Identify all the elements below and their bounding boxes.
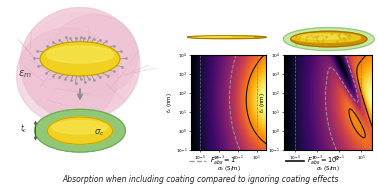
Circle shape <box>20 7 140 120</box>
Circle shape <box>26 13 135 115</box>
Text: $\varepsilon_m$: $\varepsilon_m$ <box>18 68 33 80</box>
Ellipse shape <box>35 109 125 152</box>
Y-axis label: $t_c$ (nm): $t_c$ (nm) <box>165 92 174 113</box>
Ellipse shape <box>187 36 266 39</box>
Ellipse shape <box>40 42 120 76</box>
Ellipse shape <box>198 36 231 37</box>
Ellipse shape <box>292 33 361 42</box>
Y-axis label: $t_c$ (nm): $t_c$ (nm) <box>258 92 267 113</box>
X-axis label: $\sigma_c$ (S/m): $\sigma_c$ (S/m) <box>316 164 340 173</box>
Circle shape <box>17 28 118 124</box>
Ellipse shape <box>291 31 367 47</box>
Ellipse shape <box>284 28 374 51</box>
Ellipse shape <box>47 117 113 144</box>
Text: Absorption when including coating compared to ignoring coating effects: Absorption when including coating compar… <box>62 175 339 184</box>
Text: $t_c$: $t_c$ <box>20 123 28 135</box>
Text: $\sigma_c$: $\sigma_c$ <box>94 127 105 138</box>
Ellipse shape <box>46 46 114 63</box>
Text: $F^*_{abs} = 10^2$: $F^*_{abs} = 10^2$ <box>307 154 341 168</box>
X-axis label: $\sigma_c$ (S/m): $\sigma_c$ (S/m) <box>217 164 241 173</box>
Text: $F^*_{abs} = 1$: $F^*_{abs} = 1$ <box>210 154 236 168</box>
Ellipse shape <box>192 36 254 38</box>
Ellipse shape <box>302 35 346 39</box>
Ellipse shape <box>52 120 108 134</box>
Circle shape <box>51 14 138 96</box>
